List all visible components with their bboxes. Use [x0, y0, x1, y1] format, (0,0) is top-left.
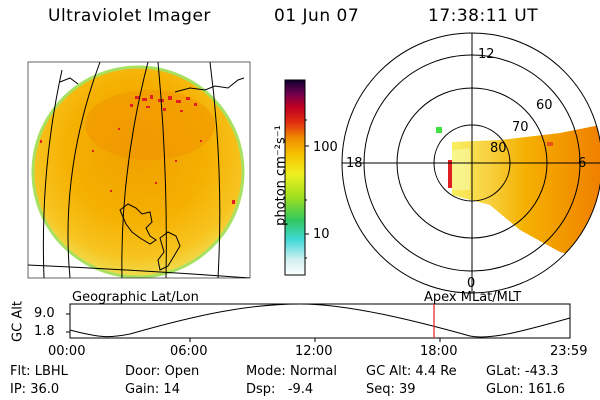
orbit-xtick-2359: 23:59: [550, 344, 588, 359]
info-glon: GLon: 161.6: [486, 382, 566, 397]
orbit-ytick-9: 9.0: [34, 306, 55, 321]
time-label: 17:38:11 UT: [428, 6, 539, 26]
colorbar-tick-100: 100: [313, 140, 338, 155]
info-dsp: Dsp: -9.4: [246, 382, 314, 397]
colorbar-tick-10: 10: [313, 227, 330, 242]
info-gain: Gain: 14: [125, 382, 180, 397]
info-seq: Seq: 39: [366, 382, 416, 397]
mlat-label-80: 80: [490, 141, 507, 156]
mlt-label-18: 18: [346, 156, 363, 171]
info-gc-alt: GC Alt: 4.4 Re: [366, 364, 457, 379]
mlat-label-70: 70: [512, 120, 529, 135]
orbit-altitude-plot: [66, 303, 571, 342]
instrument-title: Ultraviolet Imager: [48, 6, 211, 26]
orbit-ytick-1-8: 1.8: [34, 324, 55, 339]
orbit-xtick-1200: 12:00: [295, 344, 333, 359]
orbit-xtick-0600: 06:00: [170, 344, 208, 359]
apex-label: Apex MLat/MLT: [424, 290, 522, 305]
info-mode: Mode: Normal: [246, 364, 337, 379]
orbit-xtick-1800: 18:00: [420, 344, 458, 359]
earth-disk-image: [27, 61, 251, 279]
info-glat: GLat: -43.3: [486, 364, 559, 379]
polar-plot: [341, 32, 600, 294]
mlt-label-0: 0: [467, 276, 476, 291]
mlt-label-12: 12: [478, 47, 495, 62]
date-label: 01 Jun 07: [274, 6, 360, 26]
info-door: Door: Open: [125, 364, 200, 379]
geographic-label: Geographic Lat/Lon: [72, 290, 199, 305]
info-ip: IP: 36.0: [10, 382, 60, 397]
colorbar-unit-label: photon cm⁻²s⁻¹: [273, 125, 289, 226]
mlat-label-60: 60: [536, 98, 553, 113]
info-flt: Flt: LBHL: [10, 364, 68, 379]
color-bar: [284, 79, 309, 276]
orbit-xtick-0000: 00:00: [48, 344, 86, 359]
orbit-ylabel: GC Alt: [10, 301, 26, 342]
mlt-label-6: 6: [578, 156, 587, 171]
